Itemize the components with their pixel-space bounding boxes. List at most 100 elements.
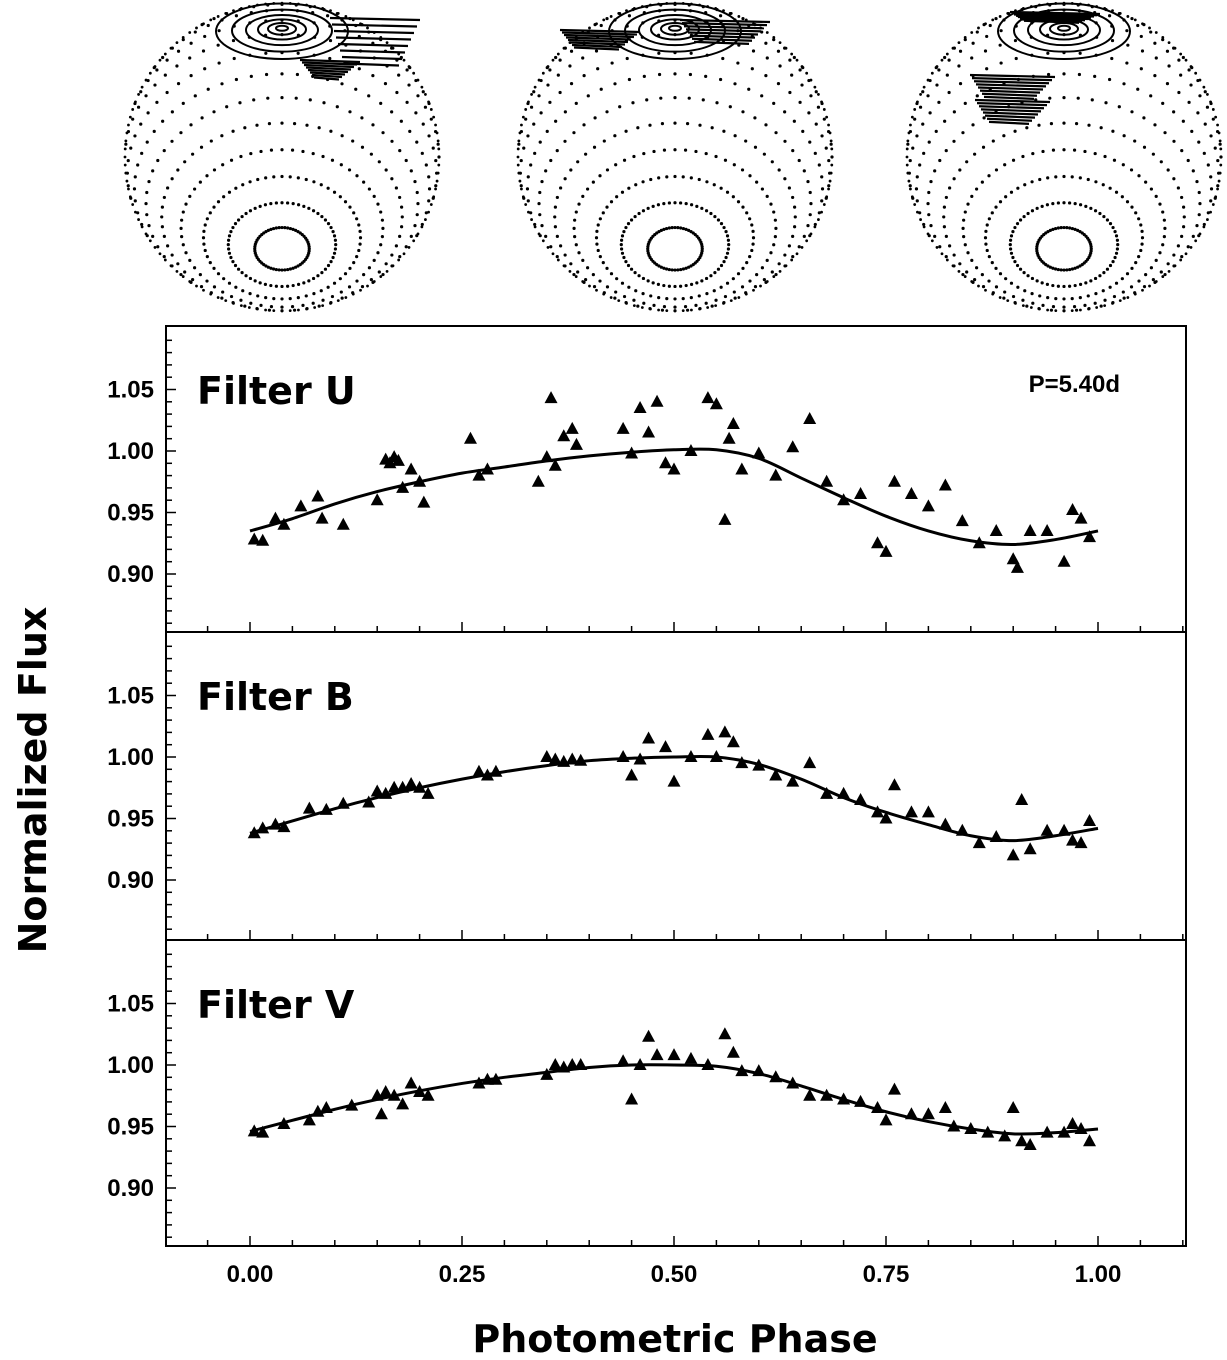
grid-dot: [1176, 244, 1180, 248]
grid-dot: [673, 305, 677, 309]
grid-dot: [358, 236, 363, 240]
spot-hatch: [689, 34, 756, 39]
grid-dot: [1076, 96, 1080, 100]
grid-dot: [568, 64, 572, 68]
grid-dot: [427, 199, 431, 203]
grid-dot: [1074, 122, 1079, 126]
spot-hatch: [1009, 10, 1101, 16]
limb-dot: [905, 147, 909, 151]
spot-hatch: [569, 41, 626, 46]
limb-dot: [1189, 246, 1193, 249]
grid-dot: [942, 205, 946, 209]
grid-dot: [648, 123, 652, 127]
limb-dot: [313, 306, 317, 309]
grid-dot: [280, 305, 284, 309]
grid-dot: [227, 190, 232, 194]
limb-dot: [1179, 52, 1183, 56]
limb-dot: [778, 269, 782, 273]
grid-dot: [133, 199, 137, 203]
limb-dot: [148, 71, 152, 75]
grid-dot: [1102, 214, 1106, 219]
grid-dot: [160, 225, 164, 229]
grid-dot: [605, 266, 609, 270]
grid-dot: [772, 243, 776, 247]
grid-dot: [1180, 255, 1184, 259]
grid-dot: [620, 251, 625, 255]
grid-dot: [634, 183, 638, 187]
limb-dot: [551, 58, 555, 62]
limb-dot: [930, 71, 934, 75]
grid-dot: [602, 139, 606, 143]
grid-dot: [827, 184, 831, 188]
limb-dot: [1189, 65, 1193, 68]
grid-dot: [769, 251, 773, 255]
grid-dot: [942, 225, 946, 229]
grid-dot: [948, 186, 952, 190]
grid-dot: [1189, 83, 1193, 87]
grid-dot: [553, 215, 557, 219]
grid-dot: [659, 265, 663, 269]
spot-hatch: [975, 83, 1047, 88]
grid-dot: [988, 23, 992, 28]
data-point: [336, 796, 350, 809]
grid-dot: [971, 41, 975, 45]
data-point: [540, 1067, 554, 1080]
limb-dot: [991, 18, 995, 22]
grid-dot: [317, 304, 321, 308]
grid-dot: [657, 51, 661, 55]
grid-dot: [973, 278, 977, 282]
grid-dot: [163, 73, 167, 77]
limb-dot: [1202, 225, 1206, 229]
grid-dot: [280, 284, 284, 289]
panel-2: 0.900.951.001.05 Filter B: [107, 631, 1187, 941]
grid-dot: [629, 218, 634, 222]
spot-hatch: [693, 40, 750, 45]
limb-dot: [427, 100, 430, 104]
data-point: [379, 1085, 393, 1098]
grid-dot: [673, 148, 677, 152]
grid-dot: [1084, 204, 1088, 208]
y-tick-label: 0.90: [107, 561, 154, 588]
limb-dot: [124, 171, 128, 175]
grid-dot: [584, 152, 588, 156]
grid-dot: [820, 175, 824, 179]
grid-dot: [348, 205, 352, 209]
grid-dot: [286, 267, 290, 272]
data-point: [718, 512, 732, 525]
grid-dot: [427, 134, 431, 138]
grid-dot: [155, 100, 159, 104]
limb-dot: [520, 123, 523, 127]
grid-dot: [981, 285, 986, 289]
limb-dot: [297, 308, 300, 312]
data-point: [659, 456, 673, 469]
limb-dot: [977, 284, 980, 288]
grid-dot: [1068, 267, 1072, 272]
grid-dot: [576, 160, 580, 164]
spot-hatch: [331, 23, 418, 28]
grid-dot: [1003, 163, 1007, 167]
grid-dot: [397, 73, 401, 77]
limb-dot: [625, 301, 628, 305]
data-point: [1074, 836, 1088, 849]
grid-dot: [1158, 202, 1162, 206]
grid-dot: [595, 242, 599, 246]
spot-hatch: [969, 73, 1056, 79]
data-point: [413, 474, 427, 487]
spot-hatch: [573, 46, 620, 51]
grid-dot: [1022, 214, 1026, 219]
grid-dot: [1011, 158, 1016, 162]
grid-dot: [555, 149, 559, 153]
grid-dot: [1023, 183, 1027, 187]
limb-dot: [1217, 179, 1221, 183]
grid-dot: [1142, 116, 1146, 120]
grid-dot: [787, 186, 791, 190]
data-point: [837, 786, 851, 799]
grid-dot: [962, 235, 966, 239]
data-point: [421, 1088, 435, 1101]
y-tick-label: 1.05: [107, 683, 154, 710]
grid-dot: [408, 129, 412, 133]
grid-dot: [266, 228, 270, 232]
grid-dot: [574, 210, 578, 214]
grid-dot: [684, 266, 688, 270]
grid-dot: [394, 186, 398, 190]
